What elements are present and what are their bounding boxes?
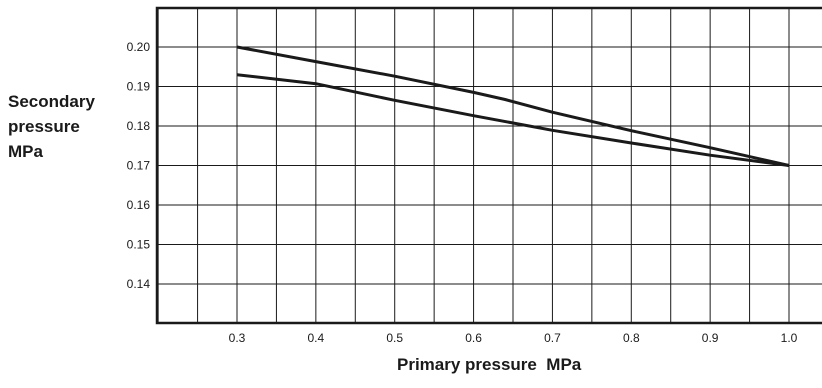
y-tick-label: 0.20 xyxy=(127,40,151,54)
x-tick-label: 0.9 xyxy=(702,331,719,345)
y-tick-label: 0.16 xyxy=(127,198,151,212)
y-tick-label: 0.17 xyxy=(127,159,151,173)
x-axis-label: Primary pressure MPa xyxy=(397,355,582,374)
y-axis-label-line-2: pressure xyxy=(8,117,80,136)
x-tick-label: 0.7 xyxy=(544,331,561,345)
x-tick-label: 0.5 xyxy=(386,331,403,345)
series-line-2 xyxy=(236,73,790,167)
y-tick-label: 0.18 xyxy=(127,119,151,133)
x-tick-label: 0.6 xyxy=(465,331,482,345)
x-tick-label: 0.4 xyxy=(308,331,325,345)
x-tick-label: 0.3 xyxy=(229,331,246,345)
series-line-1 xyxy=(236,45,790,167)
x-tick-label: 0.8 xyxy=(623,331,640,345)
plot-frame xyxy=(155,6,822,325)
y-axis-label-line-1: Secondary xyxy=(8,92,95,111)
y-tick-label: 0.19 xyxy=(127,80,151,94)
y-axis-label-line-3: MPa xyxy=(8,142,43,161)
x-tick-label: 1.0 xyxy=(781,331,798,345)
y-tick-label: 0.15 xyxy=(127,238,151,252)
y-tick-label: 0.14 xyxy=(127,277,151,291)
